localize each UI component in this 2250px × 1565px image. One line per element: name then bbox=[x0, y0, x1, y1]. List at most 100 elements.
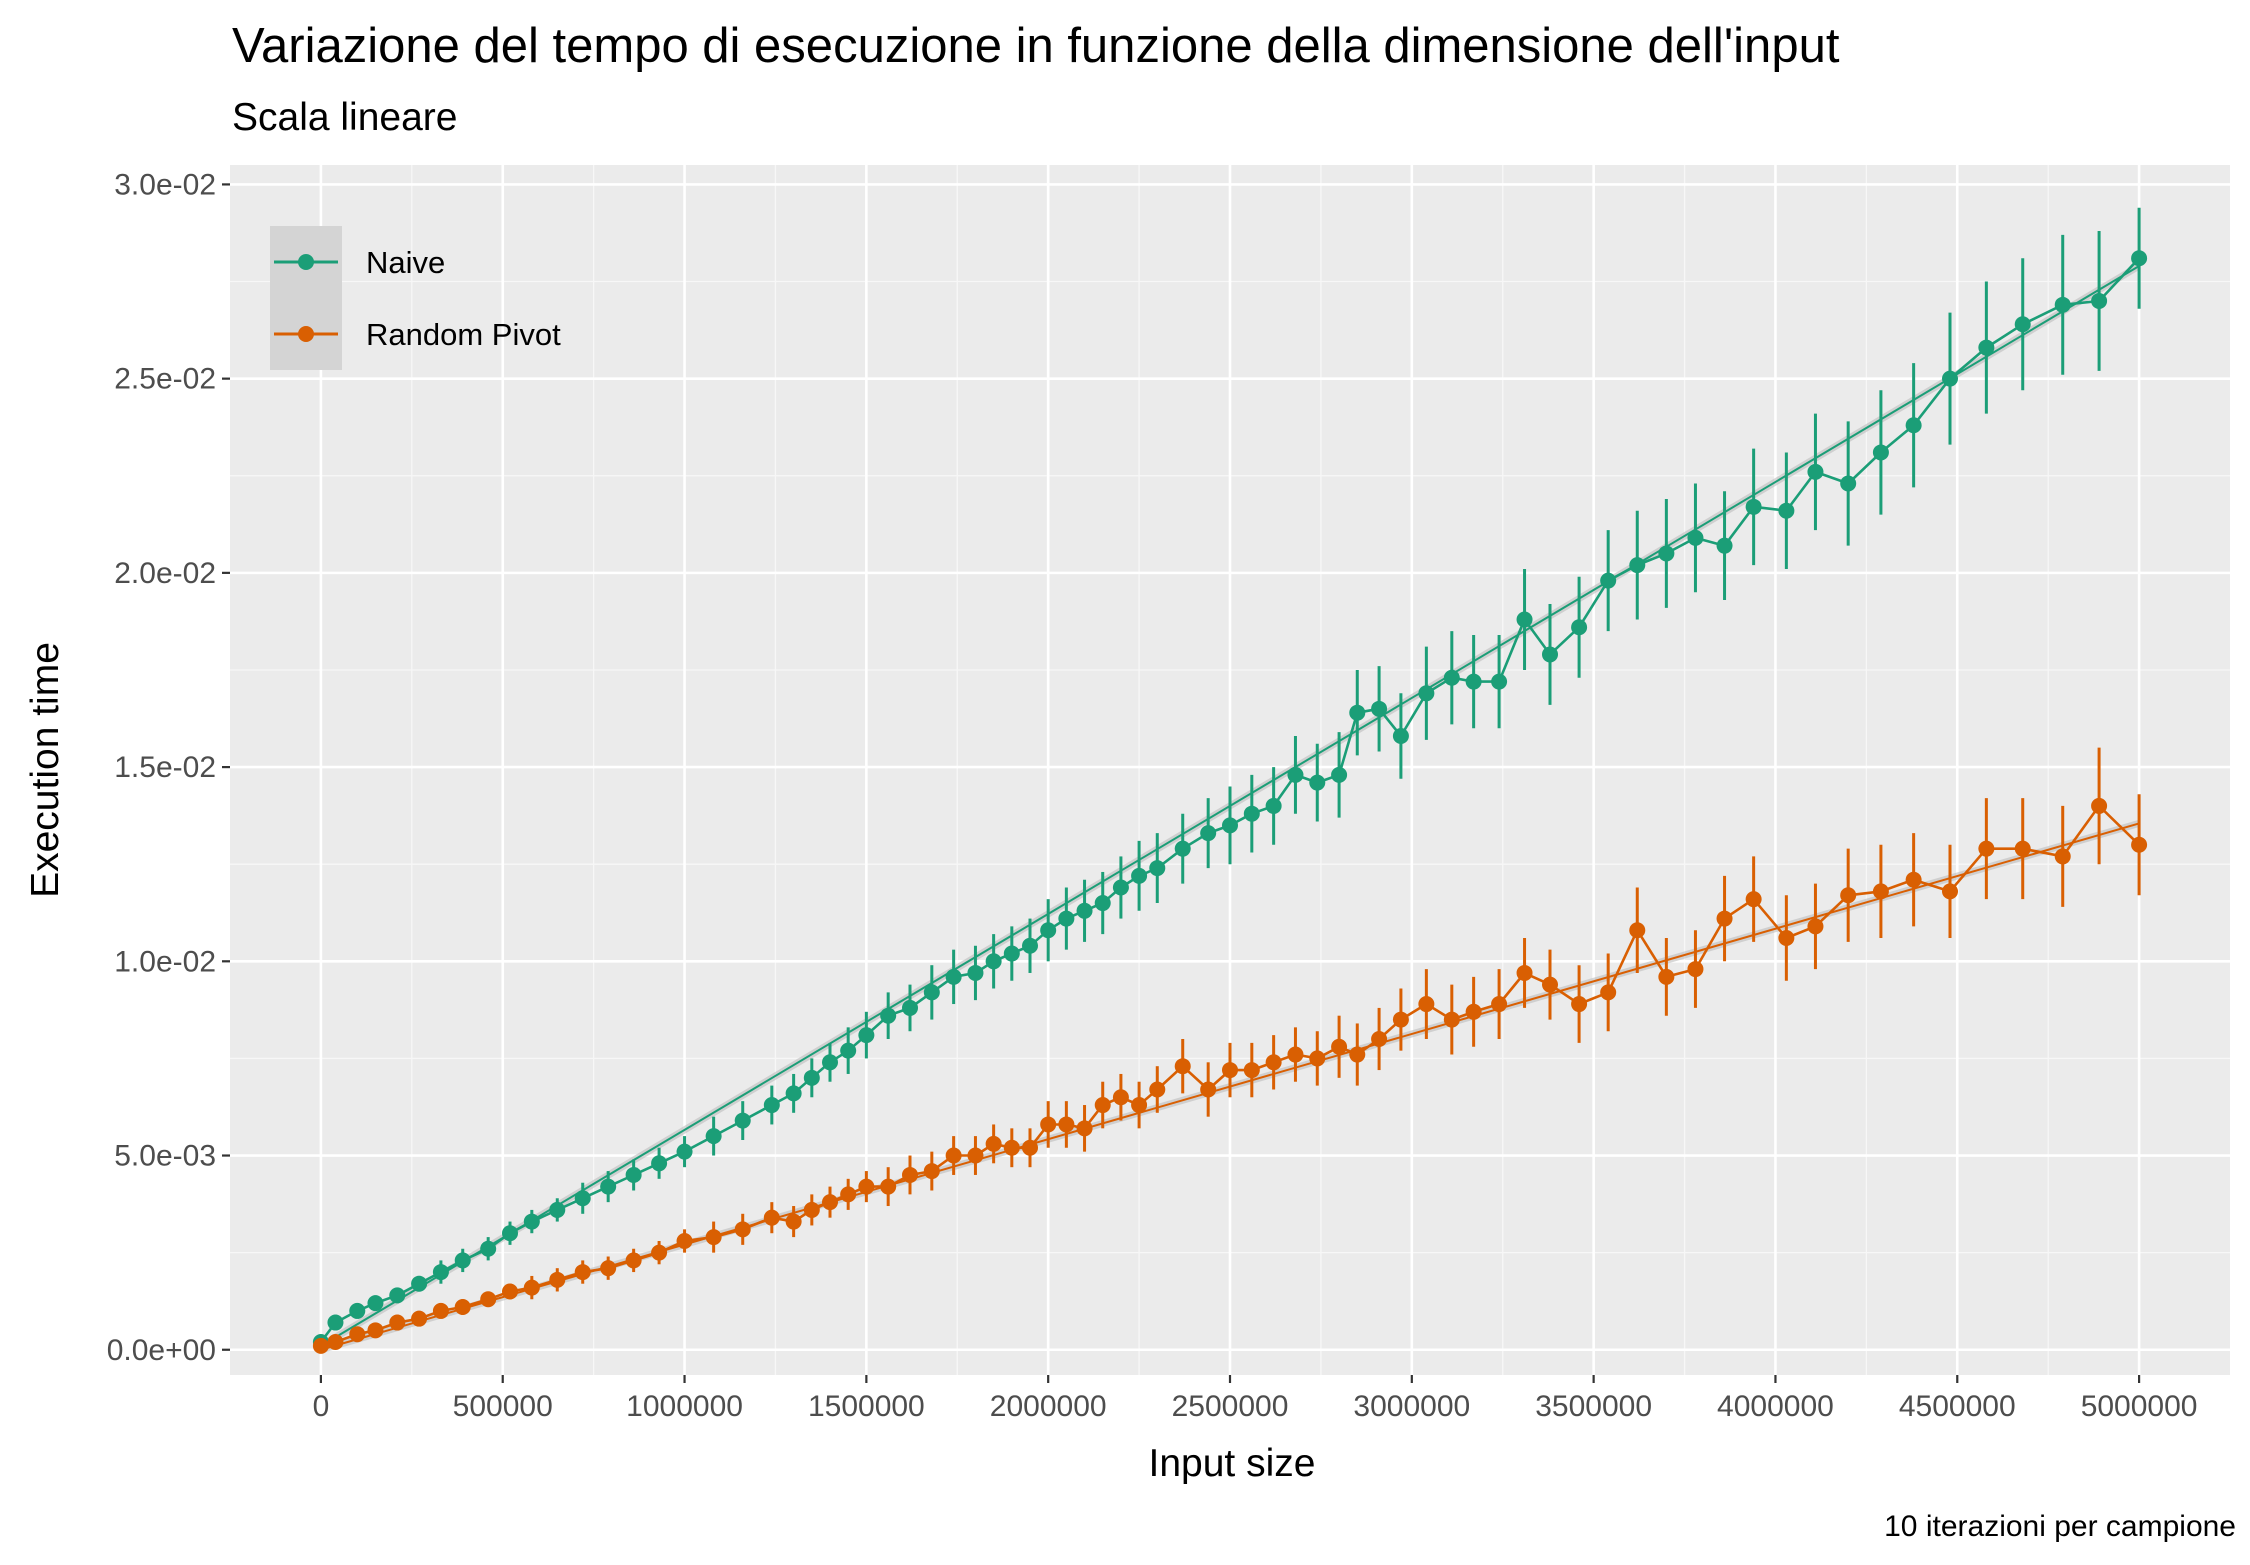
data-point-naive bbox=[945, 968, 962, 985]
data-point-random-pivot bbox=[1349, 1046, 1366, 1063]
data-point-random-pivot bbox=[1265, 1054, 1282, 1071]
data-point-naive bbox=[1687, 529, 1704, 546]
data-point-naive bbox=[1309, 774, 1326, 791]
data-point-naive bbox=[600, 1178, 617, 1195]
data-point-naive bbox=[1094, 895, 1111, 912]
data-point-naive bbox=[389, 1287, 406, 1304]
data-point-naive bbox=[1076, 902, 1093, 919]
data-point-random-pivot bbox=[880, 1178, 897, 1195]
x-tick-label: 0 bbox=[313, 1390, 330, 1423]
data-point-random-pivot bbox=[389, 1314, 406, 1331]
data-point-random-pivot bbox=[1658, 968, 1675, 985]
data-point-random-pivot bbox=[1840, 887, 1857, 904]
data-point-naive bbox=[1331, 766, 1348, 783]
x-tick-label: 2500000 bbox=[1172, 1390, 1289, 1423]
y-axis: 0.0e+00 5.0e-03 1.0e-02 1.5e-02 2.0e-02 2.5e-… bbox=[107, 168, 230, 1367]
data-point-random-pivot bbox=[785, 1213, 802, 1230]
data-point-naive bbox=[1905, 417, 1922, 434]
data-point-naive bbox=[651, 1155, 668, 1172]
data-point-naive bbox=[880, 1007, 897, 1024]
data-point-naive bbox=[734, 1112, 751, 1129]
data-point-naive bbox=[1040, 922, 1057, 939]
legend-key-point bbox=[298, 254, 314, 270]
chart-caption: 10 iterazioni per campione bbox=[1884, 1510, 2236, 1543]
data-point-naive bbox=[1243, 805, 1260, 822]
data-point-random-pivot bbox=[432, 1302, 449, 1319]
data-point-random-pivot bbox=[651, 1244, 668, 1261]
data-point-naive bbox=[2054, 296, 2071, 313]
data-point-naive bbox=[574, 1190, 591, 1207]
data-point-random-pivot bbox=[1807, 918, 1824, 935]
data-point-random-pivot bbox=[1309, 1050, 1326, 1067]
data-point-naive bbox=[1058, 910, 1075, 927]
data-point-naive bbox=[2131, 250, 2148, 267]
data-point-random-pivot bbox=[349, 1326, 366, 1343]
data-point-random-pivot bbox=[1174, 1058, 1191, 1075]
data-point-random-pivot bbox=[454, 1299, 471, 1316]
data-point-random-pivot bbox=[945, 1147, 962, 1164]
data-point-naive bbox=[1840, 475, 1857, 492]
y-tick-label: 3.0e-02 bbox=[114, 168, 216, 201]
data-point-random-pivot bbox=[1243, 1062, 1260, 1079]
data-point-naive bbox=[923, 984, 940, 1001]
data-point-random-pivot bbox=[822, 1194, 838, 1211]
data-point-random-pivot bbox=[1687, 961, 1704, 978]
data-point-random-pivot bbox=[1040, 1116, 1057, 1133]
data-point-naive bbox=[1349, 704, 1366, 721]
data-point-naive bbox=[1600, 572, 1617, 589]
data-point-random-pivot bbox=[312, 1337, 329, 1354]
data-point-naive bbox=[705, 1128, 722, 1145]
x-tick-label: 500000 bbox=[453, 1390, 553, 1423]
data-point-naive bbox=[1003, 945, 1020, 962]
data-point-random-pivot bbox=[523, 1279, 540, 1296]
data-point-naive bbox=[1872, 444, 1889, 461]
data-point-random-pivot bbox=[1418, 996, 1435, 1013]
data-point-random-pivot bbox=[1978, 840, 1995, 857]
data-point-random-pivot bbox=[327, 1333, 344, 1350]
x-axis-title: Input size bbox=[1149, 1442, 1316, 1485]
data-point-random-pivot bbox=[1516, 964, 1533, 981]
data-point-naive bbox=[1418, 685, 1435, 702]
legend-label-naive: Naive bbox=[366, 245, 445, 280]
data-point-random-pivot bbox=[858, 1178, 875, 1195]
data-point-naive bbox=[1745, 498, 1762, 515]
legend: Naive Random Pivot bbox=[270, 226, 561, 370]
y-axis-title: Execution time bbox=[24, 642, 67, 898]
x-tick-label: 1500000 bbox=[808, 1390, 925, 1423]
data-point-naive bbox=[1516, 611, 1533, 628]
data-point-random-pivot bbox=[803, 1201, 820, 1218]
x-tick-label: 1000000 bbox=[626, 1390, 743, 1423]
data-point-random-pivot bbox=[840, 1186, 857, 1203]
data-point-random-pivot bbox=[2091, 797, 2108, 814]
data-point-random-pivot bbox=[1491, 996, 1508, 1013]
data-point-naive bbox=[1131, 867, 1148, 884]
y-tick-label: 0.0e+00 bbox=[107, 1334, 216, 1367]
legend-item-naive: Naive bbox=[274, 245, 445, 280]
data-point-random-pivot bbox=[967, 1147, 984, 1164]
legend-key-background bbox=[270, 226, 342, 370]
data-point-random-pivot bbox=[1003, 1139, 1020, 1156]
legend-key-point bbox=[298, 326, 314, 342]
data-point-naive bbox=[454, 1252, 471, 1269]
data-point-naive bbox=[349, 1302, 366, 1319]
data-point-naive bbox=[676, 1143, 693, 1160]
data-point-naive bbox=[1149, 860, 1166, 877]
data-point-random-pivot bbox=[1287, 1046, 1304, 1063]
y-tick-label: 1.0e-02 bbox=[114, 945, 216, 978]
data-point-naive bbox=[549, 1201, 566, 1218]
data-point-random-pivot bbox=[625, 1252, 642, 1269]
data-point-naive bbox=[1629, 557, 1646, 574]
data-point-random-pivot bbox=[1131, 1097, 1148, 1114]
data-point-random-pivot bbox=[1022, 1139, 1038, 1156]
chart-title: Variazione del tempo di esecuzione in fu… bbox=[232, 19, 1840, 73]
x-tick-label: 2000000 bbox=[990, 1390, 1107, 1423]
data-point-naive bbox=[327, 1314, 344, 1331]
data-point-naive bbox=[1658, 545, 1675, 562]
data-point-naive bbox=[1022, 937, 1038, 954]
data-point-random-pivot bbox=[1392, 1011, 1409, 1028]
data-point-naive bbox=[1222, 817, 1238, 834]
data-point-naive bbox=[785, 1085, 802, 1102]
data-point-naive bbox=[1174, 840, 1191, 857]
data-point-random-pivot bbox=[705, 1229, 722, 1246]
